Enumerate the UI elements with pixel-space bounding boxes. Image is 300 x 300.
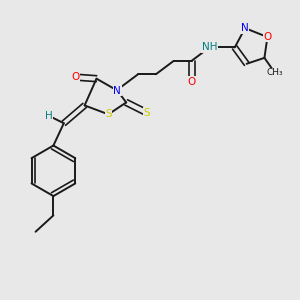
Text: CH₃: CH₃ — [266, 68, 283, 77]
Text: NH: NH — [202, 43, 217, 52]
Text: S: S — [105, 109, 112, 119]
Text: S: S — [144, 108, 150, 118]
Text: N: N — [113, 85, 121, 96]
Text: N: N — [241, 23, 249, 33]
Text: O: O — [188, 76, 196, 87]
Text: O: O — [72, 72, 80, 82]
Text: H: H — [45, 111, 53, 121]
Text: O: O — [263, 32, 272, 42]
